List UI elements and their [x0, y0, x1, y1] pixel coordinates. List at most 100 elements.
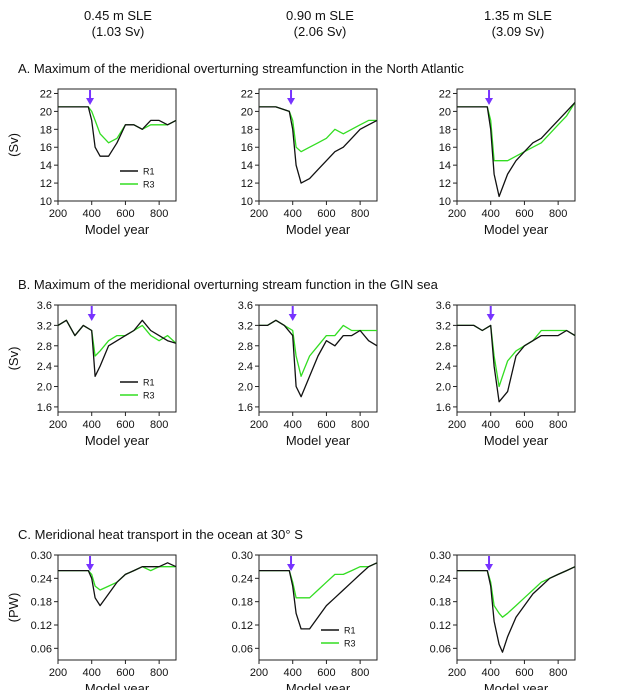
x-tick-label: 400 — [83, 419, 101, 431]
plot-frame — [57, 88, 177, 202]
y-tick-label: 2.4 — [238, 361, 253, 373]
x-tick-label: 800 — [549, 667, 567, 679]
y-tick-label: 3.2 — [37, 320, 52, 332]
y-tick-label: 0.30 — [430, 550, 451, 562]
series-line-r3 — [457, 102, 576, 162]
arrow-marker-head — [287, 564, 296, 571]
y-tick-label: 3.6 — [436, 300, 451, 312]
plot-frame — [456, 554, 576, 661]
x-tick-label: 400 — [284, 667, 302, 679]
y-tick-label: 10 — [40, 196, 52, 208]
series-line-r1 — [457, 566, 576, 653]
x-tick-label: 800 — [549, 419, 567, 431]
y-tick-label: 0.18 — [232, 597, 253, 609]
column-header-sle: 1.35 m SLE — [484, 8, 552, 23]
column-header-sv: (2.06 Sv) — [293, 24, 347, 39]
arrow-marker-head — [87, 314, 96, 321]
y-tick-label: 0.12 — [232, 620, 253, 632]
legend-label-r1: R1 — [143, 167, 155, 177]
y-tick-label: 2.8 — [238, 341, 253, 353]
plot-frame — [258, 304, 378, 413]
x-axis-label: Model year — [484, 681, 549, 690]
column-header-1: 0.45 m SLE (1.03 Sv) — [58, 8, 178, 40]
x-tick-label: 600 — [317, 208, 335, 220]
column-header-2: 0.90 m SLE (2.06 Sv) — [260, 8, 380, 40]
y-tick-label: 14 — [40, 160, 52, 172]
y-tick-label: 12 — [40, 178, 52, 190]
y-tick-label: 3.6 — [37, 300, 52, 312]
y-tick-label: 0.30 — [31, 550, 52, 562]
y-tick-label: 14 — [439, 160, 451, 172]
y-tick-label: 0.06 — [232, 643, 253, 655]
x-tick-label: 200 — [448, 667, 466, 679]
series-line-r1 — [58, 106, 177, 157]
x-axis-label: Model year — [286, 433, 351, 448]
x-tick-label: 600 — [116, 419, 134, 431]
y-tick-label: 2.4 — [436, 361, 451, 373]
x-tick-label: 600 — [317, 419, 335, 431]
y-tick-label: 22 — [241, 88, 253, 100]
plot-frame — [57, 554, 177, 661]
y-tick-label: 22 — [40, 88, 52, 100]
y-tick-label: 16 — [40, 142, 52, 154]
series-line-r3 — [259, 562, 378, 599]
x-tick-label: 600 — [515, 208, 533, 220]
y-tick-label: 0.18 — [31, 597, 52, 609]
x-axis-label: Model year — [484, 433, 549, 448]
x-tick-label: 200 — [49, 667, 67, 679]
y-tick-label: 12 — [439, 178, 451, 190]
x-axis-label: Model year — [286, 681, 351, 690]
y-tick-label: 0.12 — [430, 620, 451, 632]
y-tick-label: 3.2 — [238, 320, 253, 332]
section-title-c: C. Meridional heat transport in the ocea… — [18, 527, 303, 542]
series-line-r1 — [259, 562, 378, 630]
legend-label-r1: R1 — [344, 626, 356, 636]
y-tick-label: 0.24 — [31, 573, 52, 585]
y-tick-label: 2.8 — [37, 341, 52, 353]
section-title-b: B. Maximum of the meridional overturning… — [18, 277, 438, 292]
x-tick-label: 400 — [482, 667, 500, 679]
y-tick-label: 20 — [241, 106, 253, 118]
y-tick-label: 2.8 — [436, 341, 451, 353]
y-tick-label: 2.0 — [238, 382, 253, 394]
x-tick-label: 400 — [482, 419, 500, 431]
arrow-marker-head — [486, 314, 495, 321]
series-line-r1 — [457, 101, 576, 198]
y-tick-label: 0.24 — [430, 573, 451, 585]
arrow-marker-head — [86, 98, 95, 105]
column-header-sv: (3.09 Sv) — [491, 24, 545, 39]
plot-frame — [258, 554, 378, 661]
series-line-r3 — [259, 319, 377, 377]
column-header-3: 1.35 m SLE (3.09 Sv) — [458, 8, 578, 40]
y-tick-label: 0.30 — [232, 550, 253, 562]
legend-label-r1: R1 — [143, 378, 155, 388]
x-tick-label: 600 — [515, 419, 533, 431]
column-header-sle: 0.90 m SLE — [286, 8, 354, 23]
y-tick-label: 0.06 — [31, 643, 52, 655]
y-tick-label: 22 — [439, 88, 451, 100]
y-tick-label: 14 — [241, 160, 253, 172]
column-header-sv: (1.03 Sv) — [91, 24, 145, 39]
series-line-r1 — [457, 324, 576, 403]
series-line-r1 — [57, 319, 177, 377]
y-tick-label: 3.6 — [238, 300, 253, 312]
y-tick-label: 2.0 — [436, 382, 451, 394]
y-tick-label: 1.6 — [436, 402, 451, 414]
y-tick-label: 1.6 — [37, 402, 52, 414]
arrow-marker-head — [288, 314, 297, 321]
x-tick-label: 200 — [448, 208, 466, 220]
x-tick-label: 400 — [83, 208, 101, 220]
legend-label-r3: R3 — [143, 391, 155, 401]
y-tick-label: 18 — [439, 124, 451, 136]
x-tick-label: 800 — [549, 208, 567, 220]
x-tick-label: 200 — [250, 419, 268, 431]
y-tick-label: 12 — [241, 178, 253, 190]
x-tick-label: 400 — [284, 419, 302, 431]
series-line-r1 — [58, 562, 177, 607]
x-tick-label: 600 — [116, 208, 134, 220]
